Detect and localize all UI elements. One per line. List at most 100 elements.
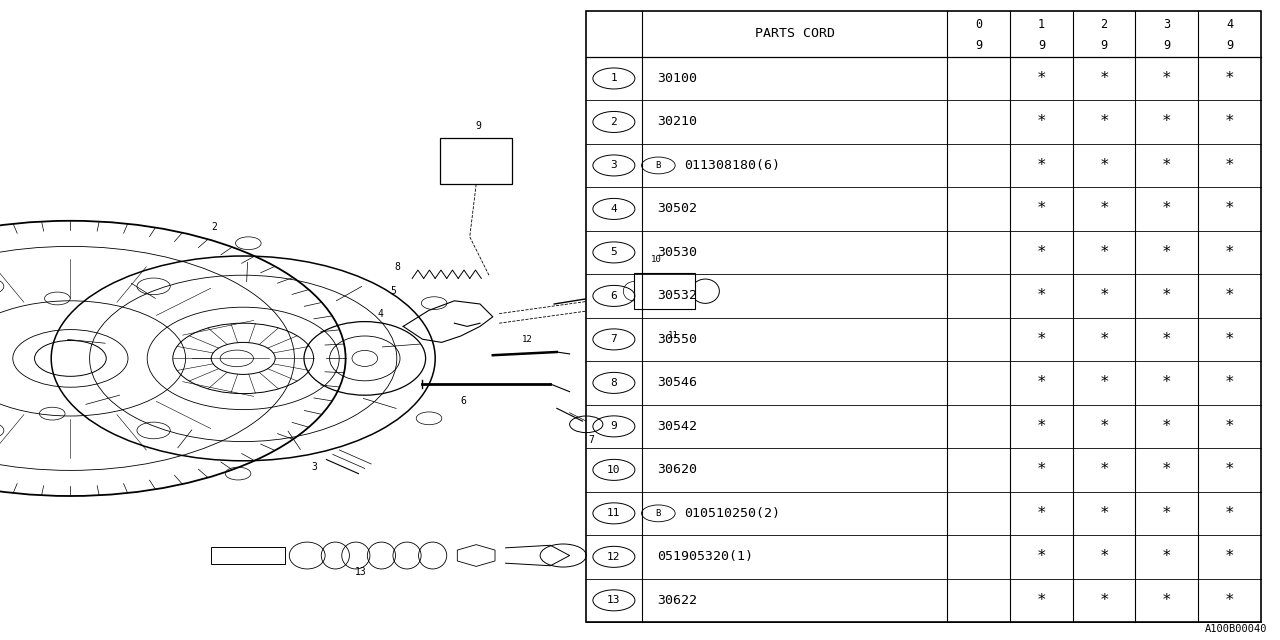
Text: 3: 3 xyxy=(1164,18,1170,31)
Text: *: * xyxy=(1037,115,1046,129)
Text: 13: 13 xyxy=(607,595,621,605)
Text: 11: 11 xyxy=(668,331,678,340)
Text: *: * xyxy=(1162,289,1171,303)
Text: 9: 9 xyxy=(1038,39,1044,52)
Text: *: * xyxy=(1225,158,1234,173)
Text: 9: 9 xyxy=(611,421,617,431)
Text: *: * xyxy=(1037,462,1046,477)
Text: *: * xyxy=(1225,462,1234,477)
Text: *: * xyxy=(1225,245,1234,260)
Text: 10: 10 xyxy=(652,255,662,264)
Text: 30530: 30530 xyxy=(657,246,696,259)
Text: *: * xyxy=(1100,289,1108,303)
Text: B: B xyxy=(655,509,660,518)
Text: 051905320(1): 051905320(1) xyxy=(657,550,753,563)
Text: 9: 9 xyxy=(975,39,982,52)
Text: 2: 2 xyxy=(211,222,218,232)
Text: 5: 5 xyxy=(611,248,617,257)
Text: 1: 1 xyxy=(611,74,617,83)
Text: 9: 9 xyxy=(1101,39,1107,52)
Text: *: * xyxy=(1100,506,1108,521)
Text: *: * xyxy=(1225,332,1234,347)
Bar xyxy=(634,273,695,309)
Text: 7: 7 xyxy=(611,334,617,344)
Text: *: * xyxy=(1162,593,1171,608)
Text: *: * xyxy=(1037,289,1046,303)
Text: 2: 2 xyxy=(1101,18,1107,31)
Text: *: * xyxy=(1162,376,1171,390)
Text: 0: 0 xyxy=(975,18,982,31)
Text: 11: 11 xyxy=(607,508,621,518)
Text: *: * xyxy=(1037,332,1046,347)
Text: 8: 8 xyxy=(394,262,401,272)
Bar xyxy=(586,11,1261,622)
Text: *: * xyxy=(1037,158,1046,173)
Text: *: * xyxy=(1162,549,1171,564)
Text: 30502: 30502 xyxy=(657,202,696,216)
Text: *: * xyxy=(1037,245,1046,260)
Text: 30532: 30532 xyxy=(657,289,696,303)
Text: *: * xyxy=(1162,332,1171,347)
Text: *: * xyxy=(1100,593,1108,608)
Text: *: * xyxy=(1225,593,1234,608)
Bar xyxy=(440,138,512,184)
Text: *: * xyxy=(1162,115,1171,129)
Text: 1: 1 xyxy=(1038,18,1044,31)
Text: 9: 9 xyxy=(476,121,481,131)
Text: *: * xyxy=(1100,549,1108,564)
Text: 5: 5 xyxy=(390,286,397,296)
Text: *: * xyxy=(1100,462,1108,477)
Text: 4: 4 xyxy=(611,204,617,214)
Text: 13: 13 xyxy=(355,567,367,577)
Text: *: * xyxy=(1100,71,1108,86)
Text: *: * xyxy=(1162,462,1171,477)
Text: *: * xyxy=(1225,419,1234,434)
Text: *: * xyxy=(1100,419,1108,434)
Text: 30622: 30622 xyxy=(657,594,696,607)
Text: 30620: 30620 xyxy=(657,463,696,476)
Text: *: * xyxy=(1162,158,1171,173)
Text: *: * xyxy=(1100,158,1108,173)
Text: *: * xyxy=(1100,115,1108,129)
Text: A100B00040: A100B00040 xyxy=(1204,623,1267,634)
Text: *: * xyxy=(1037,419,1046,434)
Text: *: * xyxy=(1162,202,1171,216)
Text: 30210: 30210 xyxy=(657,115,696,129)
Text: 6: 6 xyxy=(611,291,617,301)
Text: *: * xyxy=(1037,593,1046,608)
Text: 30542: 30542 xyxy=(657,420,696,433)
Text: 011308180(6): 011308180(6) xyxy=(685,159,781,172)
Text: 12: 12 xyxy=(607,552,621,562)
Text: 3: 3 xyxy=(311,462,317,472)
Text: 4: 4 xyxy=(378,309,384,319)
Text: 3: 3 xyxy=(611,161,617,170)
Text: 6: 6 xyxy=(461,396,467,406)
Text: *: * xyxy=(1225,202,1234,216)
Text: 9: 9 xyxy=(1164,39,1170,52)
Text: 010510250(2): 010510250(2) xyxy=(685,507,781,520)
Text: *: * xyxy=(1037,376,1046,390)
Text: PARTS CORD: PARTS CORD xyxy=(754,28,835,40)
Text: *: * xyxy=(1225,115,1234,129)
Text: *: * xyxy=(1225,549,1234,564)
Text: 7: 7 xyxy=(589,435,595,445)
Text: *: * xyxy=(1037,71,1046,86)
Text: 2: 2 xyxy=(611,117,617,127)
Text: *: * xyxy=(1162,506,1171,521)
Text: 10: 10 xyxy=(607,465,621,475)
Text: 8: 8 xyxy=(611,378,617,388)
Text: *: * xyxy=(1037,506,1046,521)
Text: *: * xyxy=(1037,202,1046,216)
Text: *: * xyxy=(1162,71,1171,86)
Text: 12: 12 xyxy=(522,335,532,344)
Text: B: B xyxy=(655,161,660,170)
Text: *: * xyxy=(1037,549,1046,564)
Text: 9: 9 xyxy=(1226,39,1233,52)
Bar xyxy=(211,547,285,564)
Text: 30550: 30550 xyxy=(657,333,696,346)
Text: *: * xyxy=(1100,376,1108,390)
Text: *: * xyxy=(1225,506,1234,521)
Text: *: * xyxy=(1162,419,1171,434)
Text: *: * xyxy=(1162,245,1171,260)
Text: *: * xyxy=(1225,376,1234,390)
